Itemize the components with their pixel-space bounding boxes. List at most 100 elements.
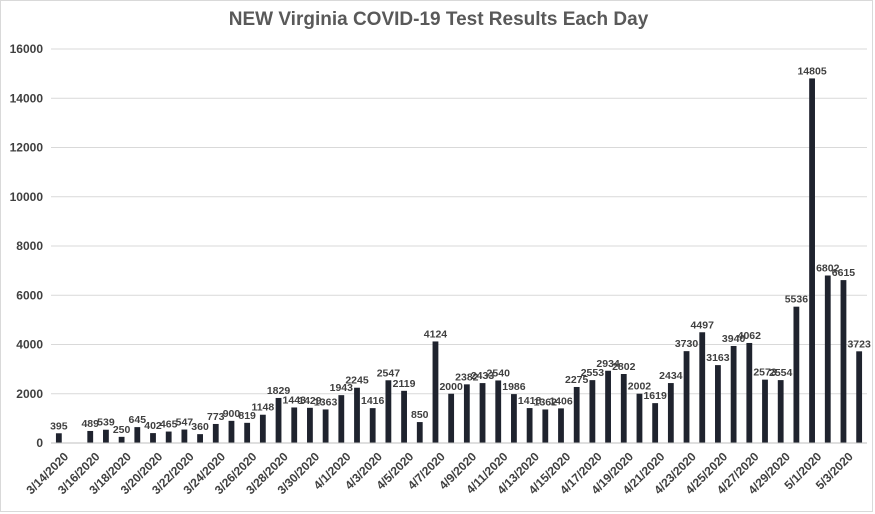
gridlines [51, 48, 867, 395]
bar-data-label: 2554 [769, 367, 793, 379]
bar [448, 393, 455, 443]
bar-data-label: 2553 [581, 367, 605, 379]
y-tick-label: 2000 [16, 387, 43, 401]
bar [542, 409, 549, 443]
y-tick-label: 8000 [16, 239, 43, 253]
data-labels: 395 4895392506454024655473607739008191148… [50, 65, 871, 435]
bar [354, 387, 360, 443]
bar [87, 430, 94, 443]
bar [244, 422, 251, 443]
bar [385, 380, 392, 443]
bar [636, 393, 643, 443]
bar-data-label: 489 [81, 418, 99, 430]
bar-data-label: 465 [160, 419, 178, 431]
chart-title: NEW Virginia COVID-19 Test Results Each … [228, 9, 649, 30]
bar-data-label: 2382 [455, 371, 479, 383]
bar [416, 422, 423, 443]
bar-data-label: 1363 [314, 396, 338, 408]
bar [181, 429, 188, 443]
bar [259, 414, 266, 443]
bar [762, 379, 768, 443]
bar-data-label: 360 [191, 421, 209, 433]
bar [228, 420, 235, 443]
bar [338, 395, 345, 443]
bar-data-label: 2934 [596, 358, 620, 370]
bar [134, 427, 141, 443]
bar [558, 408, 564, 443]
bar-data-label: 3940 [722, 333, 746, 345]
bar-data-label: 3163 [706, 352, 730, 364]
bar-data-label: 2002 [628, 381, 652, 393]
bar [118, 436, 125, 443]
bar [291, 407, 298, 443]
bar-data-label: 1619 [643, 390, 667, 402]
bar-data-label: 2802 [612, 361, 636, 373]
bar-data-label: 2547 [377, 367, 401, 379]
bar-data-label: 1443 [283, 394, 307, 406]
bar [683, 351, 690, 443]
bar [620, 374, 627, 443]
x-axis-ticks: 3/14/20203/16/20203/18/20203/20/20203/22… [24, 449, 856, 497]
bar [432, 341, 439, 443]
bar [401, 390, 407, 443]
bar-data-label: 1362 [534, 396, 558, 408]
bar-data-label: 1148 [251, 402, 274, 414]
bar [495, 380, 502, 443]
bar-data-label: 4497 [691, 319, 715, 331]
bar-data-label: 1416 [361, 395, 385, 407]
y-axis-ticks: 0 2000 4000 6000 8000 10000 12000 14000 16000 [10, 42, 44, 450]
bar-data-label: 2245 [345, 375, 369, 387]
bar-data-label: 1943 [330, 382, 354, 394]
y-tick-label: 0 [36, 436, 43, 450]
y-tick-label: 6000 [16, 288, 43, 302]
bar-data-label: 2573 [753, 367, 777, 379]
bar [55, 433, 62, 443]
bar [824, 275, 831, 443]
bar [511, 394, 517, 443]
y-tick-label: 16000 [10, 42, 44, 56]
bar [103, 429, 109, 443]
bar-data-label: 1418 [518, 395, 542, 407]
bar [652, 403, 659, 443]
bar-data-label: 2275 [565, 374, 589, 386]
bar-data-label: 6615 [832, 267, 856, 279]
bar-data-label: 645 [129, 414, 147, 426]
bar-data-label: 3723 [847, 338, 871, 350]
bar [526, 408, 533, 443]
bars [55, 78, 863, 443]
bar [840, 280, 847, 443]
bar [197, 434, 203, 443]
bar-data-label: 4124 [424, 328, 448, 340]
bar-data-label: 773 [207, 411, 225, 423]
bar [746, 342, 753, 443]
bar-data-label: 1829 [267, 385, 291, 397]
bar [479, 383, 486, 443]
bar-data-label: 547 [176, 417, 194, 429]
bar [793, 306, 800, 443]
bar-data-label: 900 [223, 408, 241, 420]
bar [699, 332, 706, 443]
bar-data-label: 850 [411, 409, 429, 421]
bar [463, 384, 470, 443]
bar [275, 397, 282, 443]
bar-data-label: 2434 [659, 370, 683, 382]
bar [573, 386, 580, 443]
bar [777, 380, 784, 443]
y-tick-label: 10000 [10, 190, 44, 204]
bar [715, 365, 721, 443]
bar [369, 408, 376, 443]
bar [589, 380, 596, 443]
bar [212, 423, 219, 443]
bar-data-label: 4062 [738, 330, 762, 342]
bar-data-label: 402 [144, 420, 162, 432]
bar-data-label: 1429 [298, 395, 322, 407]
bar-data-label: 2540 [487, 367, 511, 379]
bar [165, 431, 172, 443]
bar-data-label: 1406 [549, 395, 573, 407]
bar-data-label: 395 [50, 420, 68, 432]
bar [730, 345, 737, 443]
bar-data-label: 2433 [471, 370, 495, 382]
bar-data-label: 14805 [797, 65, 826, 77]
